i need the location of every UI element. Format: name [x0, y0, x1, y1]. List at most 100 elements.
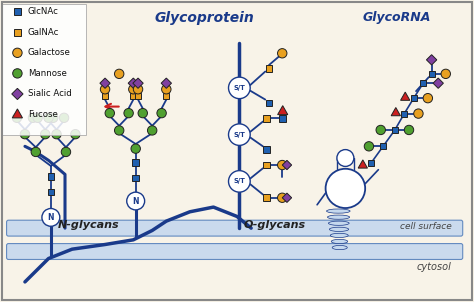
FancyBboxPatch shape — [7, 220, 463, 236]
Circle shape — [33, 113, 42, 123]
Bar — [14, 29, 21, 36]
Bar — [420, 80, 426, 86]
Polygon shape — [401, 92, 410, 100]
Circle shape — [133, 85, 143, 94]
Circle shape — [124, 108, 133, 118]
Bar — [263, 194, 270, 201]
Circle shape — [42, 208, 60, 226]
Text: GlcNAc: GlcNAc — [28, 7, 59, 16]
Bar — [132, 175, 139, 182]
Ellipse shape — [332, 246, 347, 250]
Circle shape — [277, 49, 287, 58]
Circle shape — [127, 192, 145, 210]
Text: Galactose: Galactose — [28, 48, 71, 57]
Circle shape — [376, 125, 385, 135]
Circle shape — [44, 113, 53, 123]
Bar — [263, 146, 270, 153]
Circle shape — [71, 130, 80, 139]
Circle shape — [228, 124, 250, 145]
Circle shape — [100, 85, 110, 94]
Circle shape — [228, 171, 250, 192]
Ellipse shape — [328, 215, 350, 219]
FancyBboxPatch shape — [1, 4, 86, 135]
Text: GalNAc: GalNAc — [28, 28, 59, 37]
Bar — [380, 143, 386, 149]
Polygon shape — [133, 78, 143, 88]
Polygon shape — [391, 108, 401, 116]
Bar — [401, 111, 407, 117]
Bar — [14, 8, 21, 15]
Text: S/T: S/T — [233, 85, 245, 91]
Polygon shape — [427, 55, 437, 65]
Circle shape — [115, 126, 124, 135]
Bar — [132, 159, 139, 166]
Text: S/T: S/T — [233, 178, 245, 185]
Text: Glycoprotein: Glycoprotein — [154, 11, 254, 25]
Circle shape — [12, 113, 22, 123]
Circle shape — [423, 94, 433, 103]
Text: O-glycans: O-glycans — [244, 220, 306, 230]
Polygon shape — [282, 193, 292, 202]
Bar — [263, 162, 270, 168]
Bar — [410, 95, 417, 101]
Circle shape — [364, 142, 374, 151]
Bar — [163, 93, 169, 99]
Circle shape — [337, 149, 354, 166]
Bar — [135, 93, 141, 99]
Bar — [47, 189, 54, 195]
Circle shape — [441, 69, 450, 79]
Text: cell surface: cell surface — [400, 222, 451, 231]
Ellipse shape — [329, 227, 349, 231]
Text: Sialic Acid: Sialic Acid — [28, 89, 72, 98]
Polygon shape — [282, 160, 292, 170]
Circle shape — [59, 113, 69, 123]
Bar — [102, 93, 108, 99]
Polygon shape — [12, 88, 23, 100]
Circle shape — [138, 108, 147, 118]
Text: N: N — [132, 197, 139, 206]
Circle shape — [404, 125, 414, 135]
Polygon shape — [128, 78, 138, 88]
Text: Mannose: Mannose — [28, 69, 67, 78]
Circle shape — [326, 169, 365, 208]
Circle shape — [277, 193, 287, 202]
Circle shape — [105, 108, 115, 118]
Ellipse shape — [327, 209, 350, 213]
Bar — [428, 71, 435, 77]
Text: Fucose: Fucose — [28, 110, 58, 119]
Circle shape — [147, 126, 157, 135]
Polygon shape — [100, 78, 110, 88]
Circle shape — [40, 130, 50, 139]
Text: N: N — [47, 213, 54, 222]
Bar — [266, 65, 273, 72]
Circle shape — [228, 77, 250, 99]
Bar — [392, 127, 398, 133]
Polygon shape — [358, 160, 367, 168]
Ellipse shape — [330, 233, 348, 237]
Circle shape — [13, 48, 22, 57]
Circle shape — [52, 130, 61, 139]
FancyBboxPatch shape — [7, 244, 463, 259]
Circle shape — [13, 69, 22, 78]
Text: S/T: S/T — [233, 132, 245, 138]
Bar — [266, 100, 273, 106]
Polygon shape — [12, 109, 22, 118]
Circle shape — [162, 85, 171, 94]
Circle shape — [31, 147, 40, 157]
Circle shape — [128, 85, 138, 94]
Text: cytosol: cytosol — [417, 262, 451, 272]
Polygon shape — [161, 78, 172, 88]
Polygon shape — [433, 78, 443, 88]
Bar — [279, 115, 286, 121]
Ellipse shape — [331, 239, 348, 244]
Circle shape — [48, 113, 58, 123]
Circle shape — [20, 130, 30, 139]
Text: N-glycans: N-glycans — [58, 220, 119, 230]
Circle shape — [414, 109, 423, 118]
Circle shape — [157, 108, 166, 118]
Circle shape — [61, 147, 71, 157]
Text: GlycoRNA: GlycoRNA — [363, 11, 431, 24]
Ellipse shape — [328, 221, 349, 225]
Bar — [368, 160, 374, 166]
Circle shape — [28, 113, 37, 123]
